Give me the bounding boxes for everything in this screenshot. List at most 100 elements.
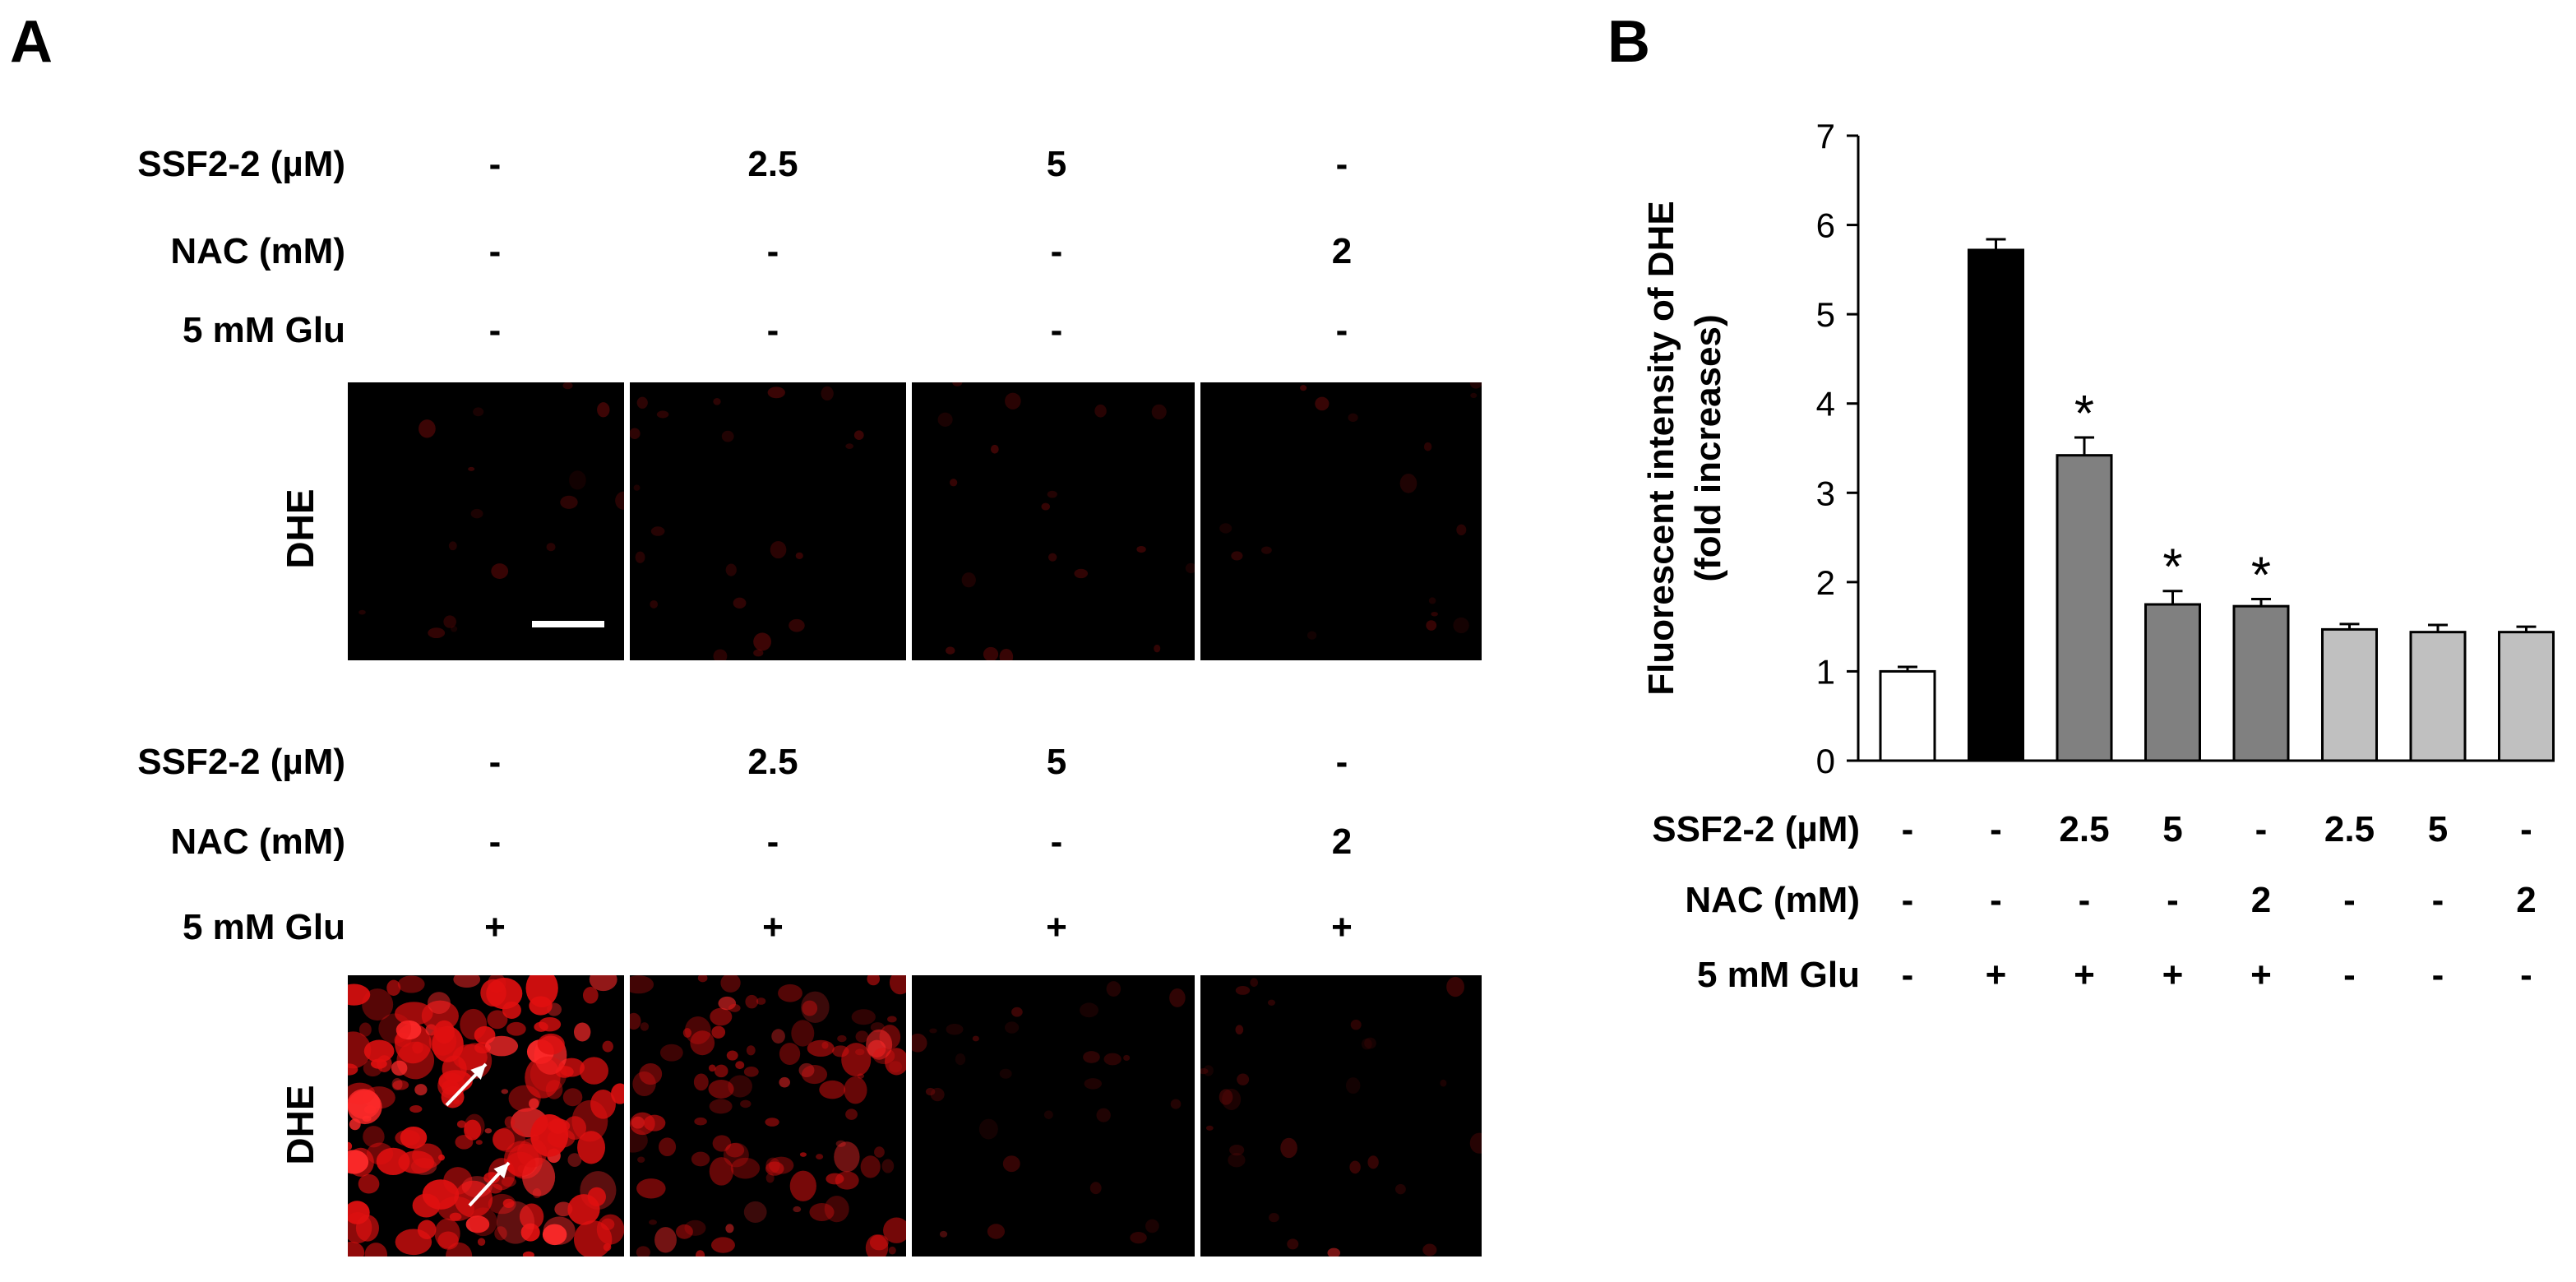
cell-signal — [851, 1009, 876, 1025]
cell-signal — [494, 1226, 507, 1241]
cell-signal — [1348, 413, 1358, 423]
dhe-image-nac-2 — [1200, 382, 1482, 660]
cell-signal — [946, 1023, 964, 1035]
cell-signal — [1350, 1019, 1362, 1030]
cell-signal — [1327, 1247, 1340, 1257]
cell-signal — [696, 1250, 705, 1257]
cell-signal — [710, 1007, 733, 1026]
cell-signal — [708, 1064, 716, 1072]
cell-signal — [504, 1116, 516, 1128]
cell-signal — [443, 615, 456, 628]
cell-signal — [753, 649, 764, 657]
bottom-nac-value: - — [1050, 821, 1063, 862]
cell-signal — [656, 410, 669, 419]
cell-signal — [930, 1087, 945, 1102]
cell-signal — [654, 1227, 677, 1253]
cell-signal — [999, 1068, 1012, 1079]
bottom-dhe-label: DHE — [279, 1085, 321, 1165]
cell-signal — [713, 649, 728, 660]
cell-signal — [546, 543, 556, 552]
cell-signal — [720, 975, 741, 993]
cell-signal — [1106, 981, 1122, 997]
cell-signal — [1084, 1078, 1102, 1090]
cell-signal — [1315, 396, 1330, 411]
cell-signal — [725, 1224, 734, 1233]
chart-glu-condition: - — [2431, 955, 2444, 995]
dhe-image-control — [348, 382, 624, 660]
cell-signal — [733, 597, 747, 609]
cell-signal — [506, 1021, 526, 1036]
cell-signal — [659, 1137, 677, 1157]
cell-signal — [770, 540, 787, 559]
y-axis-title: Fluorescent intensity of DHE — [1641, 201, 1681, 695]
cell-signal — [640, 1022, 650, 1031]
cell-signal — [1151, 404, 1167, 420]
cell-signal — [860, 1155, 881, 1178]
cell-signal — [955, 1053, 966, 1066]
cell-signal — [615, 491, 624, 510]
dhe-image-glu-ssf-5 — [912, 975, 1195, 1257]
cell-signal — [395, 1020, 422, 1040]
cell-signal — [1235, 1025, 1244, 1034]
chart-glu-row-label: 5 mM Glu — [1696, 955, 1860, 995]
cell-signal — [946, 646, 955, 655]
cell-signal — [1250, 978, 1259, 988]
bottom-glu-value: + — [1331, 907, 1353, 947]
top-glu-value: - — [1050, 310, 1063, 350]
top-ssf-row-label: SSF2-2 (µM) — [137, 144, 345, 184]
chart-nac-condition: - — [1901, 880, 1914, 920]
cell-signal — [1219, 1089, 1233, 1105]
cell-signal — [543, 1216, 576, 1245]
cell-signal — [826, 1173, 844, 1185]
bottom-ssf-value: 5 — [1046, 742, 1067, 782]
cell-signal — [778, 983, 802, 1002]
cell-signal — [491, 563, 509, 579]
cell-signal — [486, 978, 523, 1010]
cell-signal — [475, 1140, 483, 1145]
cell-signal — [726, 1050, 738, 1061]
cell-signal — [636, 1178, 666, 1199]
top-glu-value: - — [1335, 310, 1348, 350]
cell-signal — [799, 1152, 807, 1157]
cell-signal — [419, 419, 436, 438]
cell-signal — [832, 1045, 849, 1058]
cell-signal — [884, 1048, 906, 1076]
cell-signal — [693, 1073, 709, 1091]
chart-nac-condition: - — [2431, 880, 2444, 920]
cell-signal — [1200, 1068, 1209, 1075]
y-tick-label: 2 — [1816, 563, 1835, 602]
cell-signal — [709, 1157, 734, 1186]
cell-signal — [355, 1215, 379, 1242]
cell-signal — [1422, 1243, 1437, 1257]
cell-signal — [522, 1251, 534, 1257]
top-nac-value: 2 — [1331, 231, 1353, 271]
chart-glu-condition: - — [1901, 955, 1914, 995]
cell-signal — [1043, 1110, 1053, 1119]
cell-signal — [743, 1201, 767, 1223]
cell-signal — [1136, 545, 1146, 553]
cell-signal — [725, 563, 737, 576]
cell-signal — [1349, 1160, 1361, 1174]
cell-signal — [1269, 1212, 1279, 1223]
top-ssf-value: - — [488, 144, 502, 184]
cell-signal — [1004, 1021, 1020, 1034]
cell-signal — [465, 1215, 490, 1233]
cell-signal — [767, 386, 785, 399]
cell-signal — [1047, 490, 1057, 498]
cell-signal — [517, 1137, 548, 1168]
cell-signal — [602, 1040, 613, 1053]
bar — [2321, 627, 2378, 762]
cell-signal — [740, 1099, 752, 1108]
cell-signal — [1469, 1132, 1482, 1154]
cell-signal — [485, 1035, 519, 1057]
bottom-nac-row-label: NAC (mM) — [170, 821, 345, 862]
cell-signal — [1431, 611, 1438, 617]
cell-signal — [834, 1141, 860, 1173]
bar — [2498, 631, 2555, 762]
cell-signal — [802, 1065, 828, 1085]
cell-signal — [501, 1089, 509, 1095]
cell-signal — [728, 1003, 741, 1012]
chart-ssf-condition: 2.5 — [2059, 809, 2110, 849]
cell-signal — [434, 1218, 460, 1249]
cell-signal — [1260, 546, 1272, 554]
